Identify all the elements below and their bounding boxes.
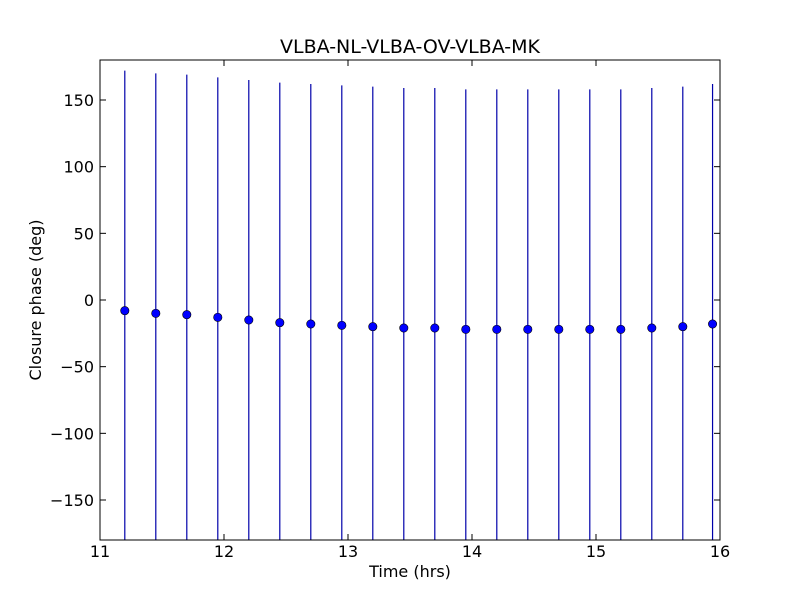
data-point [306,319,316,329]
x-tick-label: 11 [90,542,110,561]
x-tick-label: 13 [338,542,358,561]
data-point [430,323,440,333]
data-point [368,322,378,332]
y-tick-label: 50 [74,224,94,243]
y-tick-label: 100 [63,158,94,177]
x-tick-label: 12 [214,542,234,561]
data-point [213,312,223,322]
data-point [399,323,409,333]
x-tick-label: 15 [586,542,606,561]
data-points-group [120,306,718,334]
x-axis-label: Time (hrs) [368,562,451,581]
y-tick-label: 150 [63,91,94,110]
errorbar-group [124,70,714,540]
x-axis-ticks: 11 12 13 14 15 16 [90,60,730,561]
data-point [585,324,595,334]
y-tick-label: 0 [84,291,94,310]
data-point [244,315,254,325]
x-tick-label: 14 [462,542,482,561]
data-point [275,318,285,328]
y-tick-label: −100 [50,424,94,443]
data-point [554,324,564,334]
data-point [647,323,657,333]
data-point [492,324,502,334]
data-point [678,322,688,332]
x-tick-label: 16 [710,542,730,561]
data-point [337,320,347,330]
plot-area [100,60,720,540]
data-point [151,308,161,318]
data-point [461,324,471,334]
data-point [616,324,626,334]
y-axis-ticks: 150 100 50 0 −50 −100 −150 [50,91,720,510]
y-axis-label: Closure phase (deg) [26,219,45,380]
data-point [182,310,192,320]
data-point [708,319,718,329]
data-point [523,324,533,334]
y-tick-label: −150 [50,491,94,510]
data-point [120,306,130,316]
chart-title: VLBA-NL-VLBA-OV-VLBA-MK [280,36,541,58]
y-tick-label: −50 [60,358,94,377]
